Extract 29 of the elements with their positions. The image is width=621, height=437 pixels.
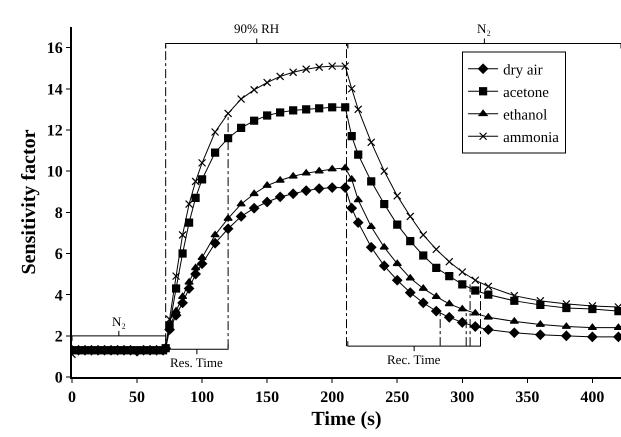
y-tick-label: 4 <box>54 287 63 304</box>
y-tick-label: 12 <box>46 122 63 140</box>
x-tick-label: 200 <box>320 389 344 406</box>
legend-label: acetone <box>503 85 550 102</box>
x-tick-label: 150 <box>255 389 280 406</box>
y-tick-label: 8 <box>54 204 63 222</box>
y-tick-label: 16 <box>46 40 63 58</box>
x-tick-label: 0 <box>68 389 76 406</box>
y-tick-label: 10 <box>46 164 63 181</box>
annotation: N₂ <box>477 21 491 36</box>
y-tick-label: 0 <box>54 370 63 387</box>
legend-label: ammonia <box>503 130 560 146</box>
x-tick-label: 300 <box>450 389 474 406</box>
annotation: Res. Time <box>170 355 223 370</box>
x-tick-label: 100 <box>190 389 214 406</box>
annotation: Rec. Time <box>387 352 441 367</box>
x-tick-label: 400 <box>580 389 604 406</box>
legend-label: ethanol <box>503 108 548 124</box>
legend-label: dry air <box>503 62 543 79</box>
y-axis-title: Sensitivity factor <box>18 129 40 274</box>
x-tick-label: 350 <box>515 389 540 406</box>
y-tick-label: 2 <box>54 328 63 346</box>
x-tick-label: 50 <box>129 389 146 406</box>
x-axis-title: Time (s) <box>311 408 382 430</box>
annotation: N₂ <box>112 314 126 329</box>
annotation: 90% RH <box>234 21 280 36</box>
x-tick-label: 250 <box>385 389 410 406</box>
y-tick-label: 14 <box>46 81 63 98</box>
y-tick-label: 6 <box>54 246 63 264</box>
